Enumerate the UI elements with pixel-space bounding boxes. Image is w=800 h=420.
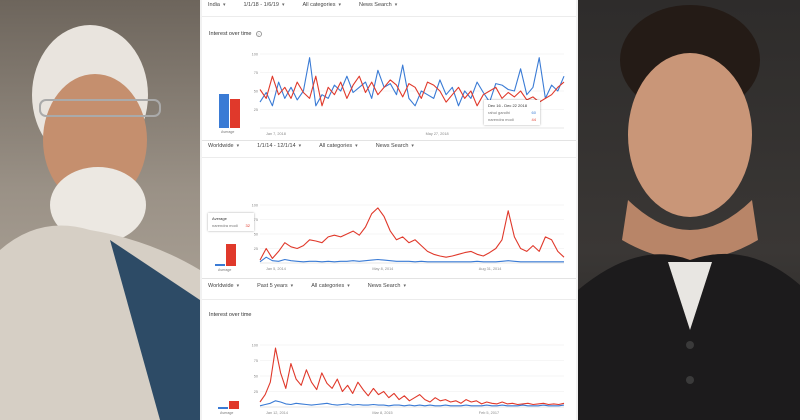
x-tick-label: Feb 5, 2017 (479, 411, 499, 415)
average-bar-modi (230, 99, 240, 128)
caret-down-icon: ▾ (281, 2, 285, 8)
interest-chart-middle[interactable]: 100 75 50 25 Jan 5, 2014 May 8, 2014 Aug 31, 2… (250, 203, 566, 271)
y-tick-label: 25 (254, 390, 258, 394)
filter-region[interactable]: Worldwide ▾ (208, 283, 240, 289)
average-bar-rahul (218, 407, 228, 409)
average-label: Average (220, 411, 234, 415)
right-photo (578, 0, 800, 420)
left-portrait (0, 25, 200, 420)
interest-chart-top[interactable]: 100 75 50 25 Jan 7, 2018 May 27, 2018 (250, 52, 566, 136)
filter-search-type[interactable]: News Search ▾ (359, 2, 398, 8)
x-tick-label: Aug 31, 2014 (479, 267, 502, 271)
average-tooltip: Average narendra modi 32 (208, 213, 254, 231)
caret-down-icon: ▾ (236, 283, 240, 289)
caret-down-icon: ▾ (403, 283, 406, 289)
y-tick-label: 100 (252, 52, 258, 56)
x-tick-label: Jan 7, 2018 (266, 132, 286, 136)
trends-panel-middle: Worldwide ▾ 1/1/14 - 12/1/14 ▾ All categor… (202, 140, 576, 278)
y-tick-label: 50 (254, 89, 258, 93)
y-tick-label: 50 (254, 232, 258, 236)
trends-panel-top: India ▾ 1/1/18 - 1/6/19 ▾ All categories ▾ … (202, 0, 576, 140)
x-tick-label: Jan 5, 2014 (266, 267, 286, 271)
y-tick-label: 75 (254, 359, 258, 363)
filter-time[interactable]: Past 5 years ▾ (257, 283, 294, 289)
average-label: Average (221, 130, 235, 134)
left-photo (0, 0, 200, 420)
series-line-narendra-modi (259, 207, 565, 261)
series-line-narendra-modi (259, 347, 565, 406)
average-label: Average (218, 268, 232, 272)
tooltip-row-modi: narendra modi 44 (488, 117, 536, 122)
caret-down-icon: ▾ (290, 283, 294, 289)
right-divider (576, 0, 578, 420)
filters-separator (202, 299, 576, 300)
series-line-rahul-gandhi (259, 57, 565, 107)
caret-down-icon: ▾ (394, 2, 398, 8)
filter-category[interactable]: All categories ▾ (302, 2, 341, 8)
section-title: Interest over time ? (209, 31, 262, 37)
help-icon[interactable]: ? (255, 31, 262, 37)
average-tooltip-title: Average (212, 216, 227, 221)
caret-down-icon: ▾ (236, 143, 240, 149)
x-tick-label: Jan 12, 2014 (266, 411, 288, 415)
filter-region[interactable]: Worldwide ▾ (208, 143, 240, 149)
average-tooltip-row: narendra modi 32 (212, 223, 250, 228)
filter-search-type[interactable]: News Search ▾ (375, 143, 414, 149)
caret-down-icon: ▾ (222, 2, 226, 8)
tooltip-title: Dec 16 - Dec 22 2018 (488, 103, 527, 108)
chart-tooltip: Dec 16 - Dec 22 2018 rahul gandhi 60 nare… (484, 100, 540, 125)
y-tick-label: 25 (254, 247, 258, 251)
average-bar-modi (226, 244, 236, 266)
left-divider (200, 0, 202, 420)
trends-panel-bottom: Worldwide ▾ Past 5 years ▾ All categories ▾… (202, 278, 576, 420)
caret-down-icon: ▾ (355, 143, 358, 149)
y-tick-label: 100 (252, 203, 258, 207)
tooltip-row-rahul: rahul gandhi 60 (488, 110, 536, 115)
filters-bar-bottom: Worldwide ▾ Past 5 years ▾ All categories ▾… (208, 283, 406, 289)
filter-search-type[interactable]: News Search ▾ (367, 283, 406, 289)
y-tick-label: 50 (254, 374, 258, 378)
average-bar-rahul (215, 264, 225, 266)
filters-bar-middle: Worldwide ▾ 1/1/14 - 12/1/14 ▾ All categor… (208, 143, 414, 149)
caret-down-icon: ▾ (411, 143, 414, 149)
y-tick-label: 25 (254, 108, 258, 112)
caret-down-icon: ▾ (347, 283, 350, 289)
section-title: Interest over time (209, 312, 252, 318)
series-line-rahul-gandhi (259, 256, 564, 263)
x-tick-label: May 8, 2014 (372, 267, 393, 271)
right-portrait (578, 5, 800, 420)
average-bar-modi (229, 401, 239, 409)
y-tick-label: 75 (254, 71, 258, 75)
filter-category[interactable]: All categories ▾ (311, 283, 350, 289)
average-bar-rahul (219, 94, 229, 128)
interest-chart-bottom[interactable]: 100 75 50 25 Jan 12, 2014 Mar 8, 2015 Feb 5, 2… (250, 343, 566, 415)
y-tick-label: 75 (254, 218, 258, 222)
series-line-narendra-modi (259, 75, 565, 107)
filter-category[interactable]: All categories ▾ (319, 143, 358, 149)
x-tick-label: May 27, 2018 (426, 132, 449, 136)
filters-bar-top: India ▾ 1/1/18 - 1/6/19 ▾ All categories ▾ … (208, 2, 397, 8)
series-line-rahul-gandhi (259, 400, 565, 407)
x-tick-label: Mar 8, 2015 (372, 411, 392, 415)
filters-separator (202, 157, 576, 158)
y-tick-label: 100 (252, 343, 258, 347)
filter-region[interactable]: India ▾ (208, 2, 226, 8)
caret-down-icon: ▾ (298, 143, 302, 149)
filter-time[interactable]: 1/1/18 - 1/6/19 ▾ (243, 2, 285, 8)
filter-time[interactable]: 1/1/14 - 12/1/14 ▾ (257, 143, 302, 149)
filters-separator (202, 16, 576, 17)
caret-down-icon: ▾ (338, 2, 341, 8)
